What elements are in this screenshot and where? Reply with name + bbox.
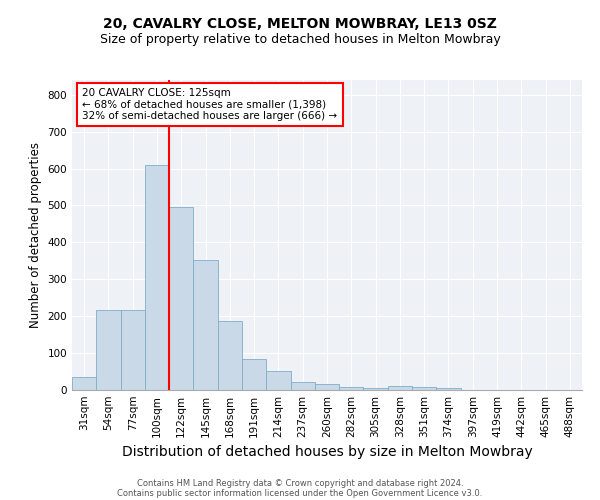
Text: 20 CAVALRY CLOSE: 125sqm
← 68% of detached houses are smaller (1,398)
32% of sem: 20 CAVALRY CLOSE: 125sqm ← 68% of detach… — [82, 88, 337, 121]
Bar — [388, 386, 412, 390]
Bar — [145, 165, 169, 390]
Bar — [290, 382, 315, 390]
Bar — [412, 387, 436, 390]
Bar — [193, 260, 218, 390]
Bar — [266, 371, 290, 390]
X-axis label: Distribution of detached houses by size in Melton Mowbray: Distribution of detached houses by size … — [122, 446, 532, 460]
Bar — [364, 388, 388, 390]
Bar — [121, 310, 145, 390]
Text: Contains HM Land Registry data © Crown copyright and database right 2024.: Contains HM Land Registry data © Crown c… — [137, 478, 463, 488]
Text: Size of property relative to detached houses in Melton Mowbray: Size of property relative to detached ho… — [100, 32, 500, 46]
Bar — [242, 358, 266, 390]
Bar — [218, 320, 242, 390]
Bar — [436, 388, 461, 390]
Bar — [169, 206, 193, 390]
Text: 20, CAVALRY CLOSE, MELTON MOWBRAY, LE13 0SZ: 20, CAVALRY CLOSE, MELTON MOWBRAY, LE13 … — [103, 18, 497, 32]
Bar — [96, 310, 121, 390]
Y-axis label: Number of detached properties: Number of detached properties — [29, 142, 42, 328]
Bar — [72, 377, 96, 390]
Text: Contains public sector information licensed under the Open Government Licence v3: Contains public sector information licen… — [118, 488, 482, 498]
Bar — [315, 384, 339, 390]
Bar — [339, 387, 364, 390]
